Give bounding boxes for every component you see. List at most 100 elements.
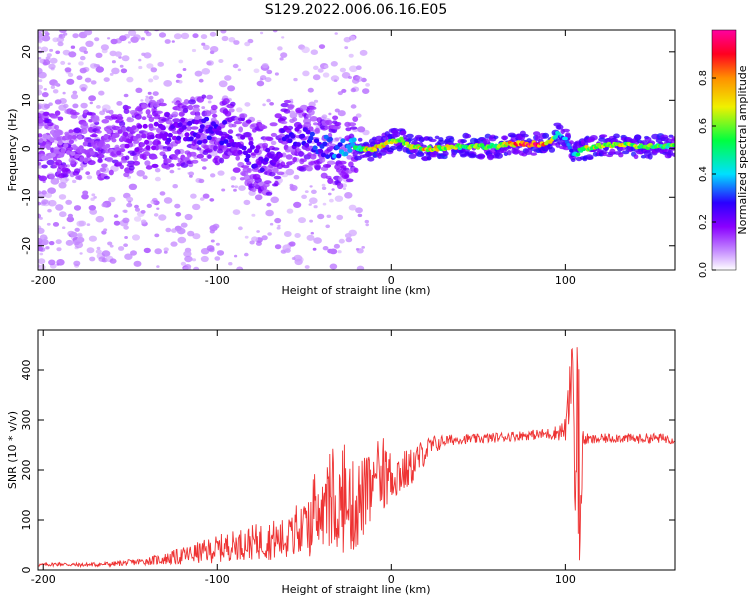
ridge-halo	[196, 153, 204, 159]
ridge-core	[117, 129, 123, 134]
ridge-halo	[570, 158, 576, 162]
noise-blob	[279, 57, 284, 61]
noise-blob	[48, 241, 55, 246]
noise-blob	[201, 68, 211, 75]
noise-blob	[113, 220, 121, 226]
noise-blob	[302, 70, 310, 77]
ridge-halo	[263, 182, 270, 188]
noise-blob	[101, 48, 108, 54]
ridge-halo	[96, 126, 102, 130]
noise-blob	[140, 210, 146, 214]
ridge-halo	[494, 152, 503, 159]
ridge-halo	[434, 135, 440, 140]
ridge-halo	[598, 137, 606, 142]
noise-blob	[251, 236, 259, 242]
ridge-halo	[585, 154, 594, 160]
ridge-halo	[274, 180, 279, 187]
ridge-halo	[299, 104, 309, 111]
noise-blob	[262, 139, 267, 142]
spectrogram-plot-area	[38, 30, 675, 270]
noise-blob	[291, 257, 296, 260]
ridge-core	[252, 163, 258, 169]
noise-blob	[150, 67, 158, 73]
ridge-halo	[212, 113, 218, 118]
colorbar-tick-label: 0.8	[698, 70, 709, 86]
noise-blob	[306, 234, 315, 241]
ridge-halo	[542, 132, 550, 139]
noise-blob	[148, 95, 154, 100]
ridge-halo	[468, 153, 477, 159]
noise-blob	[59, 211, 67, 218]
noise-blob	[177, 236, 187, 244]
noise-blob	[72, 179, 77, 184]
ridge-halo	[280, 120, 288, 125]
ridge-halo	[338, 176, 343, 182]
noise-blob	[128, 183, 138, 190]
ridge-halo	[247, 136, 253, 141]
noise-blob	[62, 91, 66, 95]
noise-blob	[121, 55, 130, 62]
noise-blob	[244, 41, 251, 47]
snr-y-ticks: 0 100 200 300 400	[20, 360, 675, 574]
ridge-halo	[265, 136, 274, 141]
noise-blob	[70, 231, 78, 238]
ridge-halo	[111, 138, 117, 143]
noise-blob	[88, 95, 96, 102]
ridge-halo	[172, 156, 179, 161]
noise-blob	[66, 78, 75, 85]
ridge-core	[263, 157, 269, 163]
noise-blob	[317, 68, 324, 73]
noise-blob	[274, 217, 282, 224]
ridge-halo	[191, 159, 199, 164]
noise-blob	[236, 107, 243, 113]
ridge-halo	[54, 110, 61, 116]
ridge-core	[584, 145, 589, 149]
noise-blob	[365, 83, 370, 87]
noise-blob	[334, 195, 344, 202]
noise-blob	[73, 205, 82, 211]
ridge-halo	[392, 131, 401, 138]
noise-blob	[244, 102, 251, 107]
ridge-core	[187, 120, 193, 126]
ridge-halo	[264, 180, 272, 184]
ridge-halo	[336, 182, 344, 190]
figure-title: S129.2022.006.06.16.E05	[265, 2, 448, 18]
ridge-halo	[128, 165, 135, 171]
ridge-halo	[204, 110, 212, 117]
noise-blob	[57, 41, 64, 47]
ridge-core	[299, 133, 306, 139]
noise-blob	[127, 200, 132, 204]
ridge-core	[56, 136, 62, 142]
noise-blob	[348, 53, 354, 58]
noise-blob	[122, 217, 130, 224]
noise-blob	[309, 219, 313, 223]
noise-blob	[67, 62, 71, 65]
ridge-halo	[389, 145, 398, 151]
ridge-core	[223, 139, 229, 144]
ridge-core	[351, 137, 357, 143]
ridge-halo	[228, 108, 235, 113]
ridge-core	[53, 149, 59, 155]
noise-blob	[47, 208, 52, 213]
ridge-halo	[201, 134, 208, 139]
noise-blob	[365, 223, 370, 227]
noise-blob	[344, 192, 353, 199]
noise-blob	[165, 125, 170, 129]
noise-blob	[144, 30, 149, 34]
noise-blob	[322, 246, 329, 251]
ridge-core	[57, 140, 63, 146]
noise-blob	[72, 33, 79, 39]
noise-blob	[79, 46, 87, 53]
noise-blob	[194, 70, 203, 77]
noise-blob	[338, 136, 342, 140]
noise-blob	[266, 69, 273, 75]
ridge-halo	[599, 150, 608, 154]
ridge-halo	[338, 160, 347, 165]
noise-blob	[38, 264, 46, 270]
ridge-halo	[219, 157, 225, 164]
noise-blob	[140, 219, 147, 224]
noise-blob	[349, 65, 358, 73]
ridge-core	[255, 145, 261, 150]
ridge-halo	[326, 160, 336, 165]
noise-blob	[45, 56, 51, 60]
